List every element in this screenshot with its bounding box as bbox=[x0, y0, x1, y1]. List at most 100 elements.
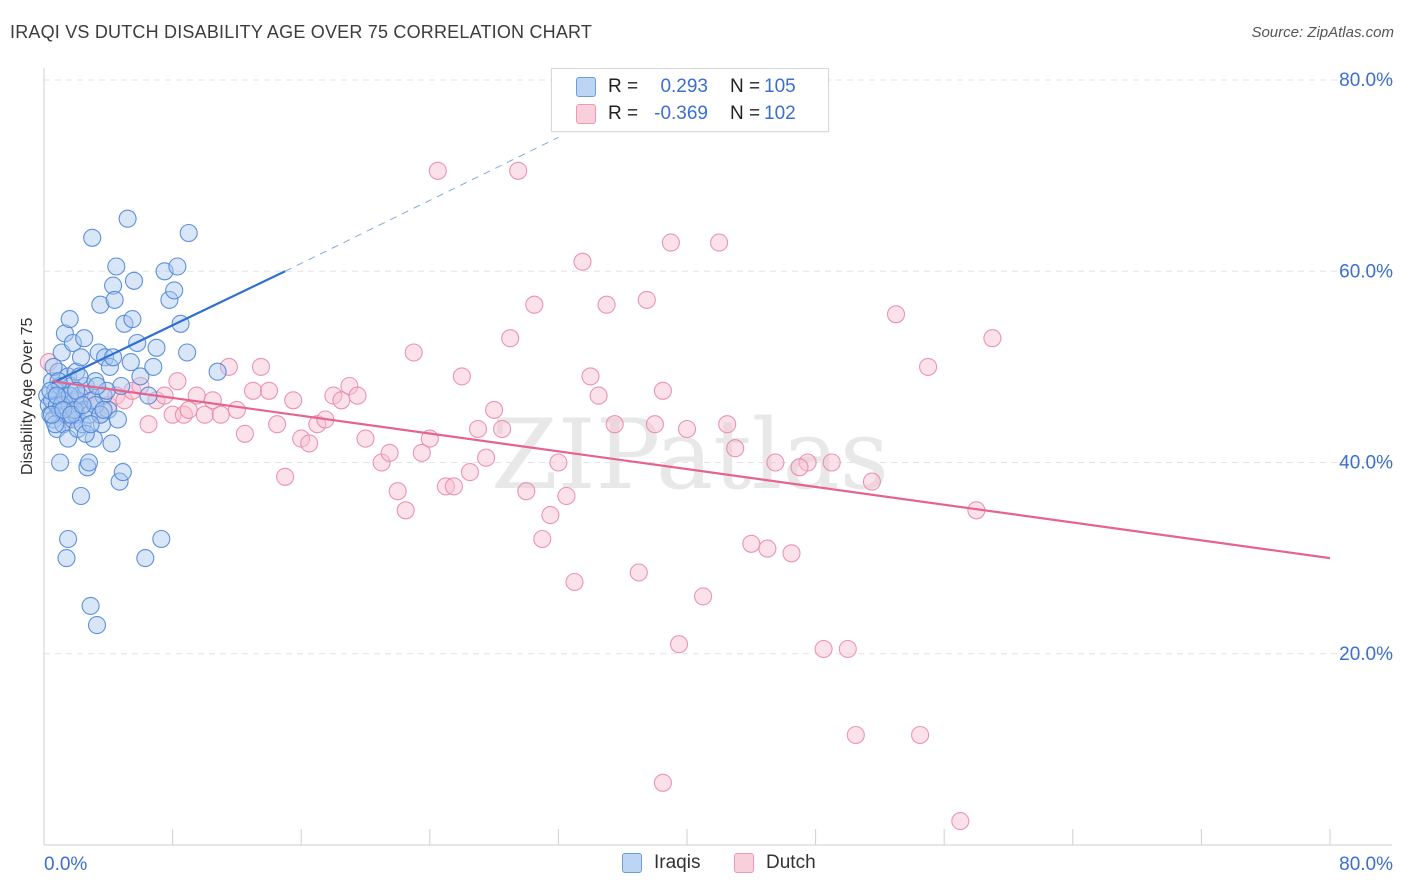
dutch-point bbox=[211, 405, 230, 424]
dutch-point bbox=[629, 563, 648, 582]
iraqi-point bbox=[208, 362, 227, 381]
dutch-point bbox=[174, 405, 193, 424]
dutch-point bbox=[428, 161, 447, 180]
x-tick-label: 0.0% bbox=[44, 854, 87, 875]
legend-row-dutch: R = -0.369 N = 102 bbox=[576, 102, 796, 126]
iraqi-point bbox=[57, 549, 76, 568]
dutch-point bbox=[645, 415, 664, 434]
y-tick-label: 60.0% bbox=[1339, 261, 1393, 282]
y-tick-label: 20.0% bbox=[1339, 644, 1393, 665]
dutch-legend-swatch bbox=[734, 853, 754, 873]
iraqi-point bbox=[44, 357, 63, 376]
iraqi-point bbox=[105, 290, 124, 309]
dutch-point bbox=[669, 635, 689, 654]
dutch-point bbox=[509, 161, 528, 180]
dutch-point bbox=[300, 434, 319, 453]
dutch-point bbox=[951, 812, 970, 831]
dutch-point bbox=[251, 357, 271, 376]
n-value: 105 bbox=[764, 76, 796, 97]
dutch-point bbox=[517, 482, 536, 501]
dutch-point bbox=[573, 252, 592, 271]
y-axis-label: Disability Age Over 75 bbox=[19, 317, 36, 475]
iraqi-point bbox=[160, 290, 179, 309]
iraqi-point bbox=[131, 367, 150, 386]
iraqi-points bbox=[38, 209, 227, 635]
tick-labels: 20.0% 40.0% 60.0% 80.0% 0.0% 80.0% bbox=[44, 70, 1393, 875]
iraqi-point bbox=[87, 616, 107, 635]
dutch-point bbox=[501, 329, 520, 348]
dutch-point bbox=[661, 233, 680, 252]
iraqis-legend-label: Iraqis bbox=[654, 852, 701, 873]
dutch-point bbox=[718, 415, 737, 434]
dutch-point bbox=[846, 725, 865, 745]
iraqi-point bbox=[107, 257, 126, 276]
dutch-point bbox=[597, 295, 616, 314]
series-legend: Iraqis Dutch bbox=[0, 852, 1406, 878]
y-tick-label: 40.0% bbox=[1339, 453, 1393, 474]
dutch-point bbox=[766, 453, 785, 472]
iraqi-point bbox=[94, 400, 113, 419]
iraqi-point bbox=[179, 223, 198, 243]
dutch-point bbox=[790, 458, 809, 477]
iraqi-point bbox=[59, 429, 78, 448]
dutch-point bbox=[557, 486, 576, 506]
axes bbox=[43, 68, 1392, 846]
dutch-swatch bbox=[576, 104, 596, 124]
iraqi-point bbox=[110, 472, 129, 491]
dutch-point bbox=[356, 429, 375, 448]
y-tick-label: 80.0% bbox=[1339, 70, 1393, 91]
dutch-point bbox=[742, 534, 761, 553]
iraqi-point bbox=[113, 463, 132, 482]
dutch-point bbox=[219, 357, 238, 376]
dutch-points bbox=[39, 161, 1002, 831]
iraqi-point bbox=[81, 596, 100, 615]
dutch-point bbox=[452, 367, 471, 386]
iraqi-point bbox=[123, 310, 142, 329]
legend-item-iraqis[interactable]: Iraqis bbox=[622, 852, 700, 874]
iraqi-point bbox=[51, 453, 70, 472]
watermark: ZIPatlas bbox=[491, 399, 889, 511]
dutch-point bbox=[444, 477, 463, 496]
dutch-point bbox=[259, 381, 279, 400]
dutch-point bbox=[726, 439, 745, 458]
iraqi-point bbox=[100, 357, 119, 376]
iraqis-trendline bbox=[51, 270, 286, 385]
dutch-point bbox=[581, 367, 600, 386]
iraqi-point bbox=[75, 329, 94, 348]
dutch-point bbox=[485, 400, 504, 419]
dutch-point bbox=[227, 400, 246, 419]
iraqi-point bbox=[71, 486, 91, 506]
iraqi-point bbox=[108, 410, 127, 429]
dutch-point bbox=[276, 467, 295, 486]
dutch-point bbox=[404, 343, 423, 362]
iraqi-point bbox=[71, 348, 91, 367]
iraqis-trendline-extension bbox=[284, 136, 559, 272]
dutch-point bbox=[983, 329, 1002, 348]
iraqi-point bbox=[136, 549, 155, 568]
iraqi-point bbox=[118, 209, 137, 228]
dutch-point bbox=[694, 587, 713, 606]
dutch-point bbox=[814, 639, 833, 659]
dutch-point bbox=[348, 386, 367, 405]
r-value: 0.293 bbox=[660, 76, 708, 97]
iraqi-point bbox=[152, 529, 171, 549]
legend-item-dutch[interactable]: Dutch bbox=[734, 852, 816, 874]
iraqi-point bbox=[73, 396, 92, 415]
dutch-point bbox=[268, 415, 287, 434]
dutch-point bbox=[911, 725, 930, 745]
iraqis-swatch bbox=[576, 77, 596, 97]
iraqis-legend-swatch bbox=[622, 853, 642, 873]
dutch-point bbox=[380, 443, 399, 462]
dutch-point bbox=[460, 463, 480, 482]
trendlines bbox=[51, 136, 1331, 560]
dutch-point bbox=[412, 443, 431, 462]
n-value: 102 bbox=[764, 103, 796, 124]
iraqi-point bbox=[168, 257, 187, 276]
dutch-point bbox=[605, 415, 624, 434]
dutch-point bbox=[533, 529, 552, 549]
dutch-point bbox=[235, 424, 254, 443]
dutch-point bbox=[919, 357, 938, 376]
dutch-point bbox=[653, 773, 672, 792]
dutch-point bbox=[862, 472, 881, 491]
iraqi-point bbox=[76, 424, 95, 443]
